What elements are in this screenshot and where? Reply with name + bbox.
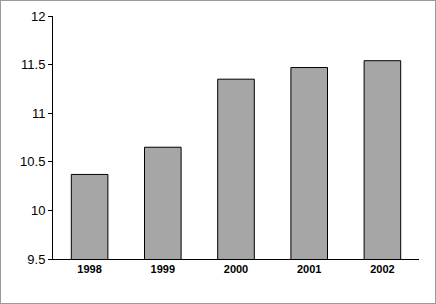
svg-text:1999: 1999: [151, 263, 175, 275]
svg-text:2000: 2000: [224, 263, 248, 275]
svg-text:11: 11: [32, 106, 46, 121]
svg-text:11.5: 11.5: [21, 57, 45, 72]
svg-text:10.5: 10.5: [20, 154, 45, 169]
svg-text:12: 12: [31, 9, 45, 24]
svg-text:1998: 1998: [77, 263, 101, 275]
svg-text:9.5: 9.5: [27, 252, 45, 267]
svg-text:10: 10: [31, 203, 45, 218]
svg-text:2002: 2002: [370, 263, 394, 275]
svg-text:2001: 2001: [297, 263, 321, 275]
